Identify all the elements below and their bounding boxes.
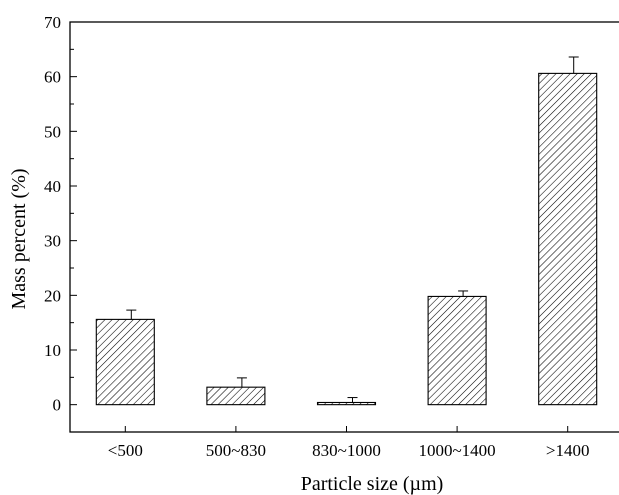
bar-0 xyxy=(95,318,155,406)
y-tick-label-5: 50 xyxy=(44,122,61,141)
error-bars xyxy=(126,56,579,403)
y-tick-label-3: 30 xyxy=(44,232,61,251)
x-tick-label-2: 830~1000 xyxy=(312,441,381,460)
y-tick-label-2: 20 xyxy=(44,286,61,305)
y-tick-label-7: 70 xyxy=(44,13,61,32)
x-tick-label-3: 1000~1400 xyxy=(418,441,495,460)
y-tick-label-6: 60 xyxy=(44,68,61,87)
x-tick-label-4: >1400 xyxy=(546,441,590,460)
bar-2 xyxy=(316,401,377,406)
bar-4 xyxy=(538,72,598,406)
x-axis-ticks: <500 500~830 830~1000 1000~1400 >1400 xyxy=(108,426,590,460)
x-tick-label-1: 500~830 xyxy=(206,441,266,460)
y-axis-title: Mass percent (%) xyxy=(8,168,30,309)
y-axis-ticks: 0 10 20 30 40 50 60 70 xyxy=(44,13,77,415)
y-tick-label-1: 10 xyxy=(44,341,61,360)
x-axis-title: Particle size (µm) xyxy=(301,473,444,495)
y-tick-label-4: 40 xyxy=(44,177,61,196)
bars xyxy=(95,72,598,406)
y-tick-label-0: 0 xyxy=(53,396,62,415)
bar-1 xyxy=(206,386,266,406)
bar-3 xyxy=(427,295,487,406)
x-tick-label-0: <500 xyxy=(108,441,143,460)
